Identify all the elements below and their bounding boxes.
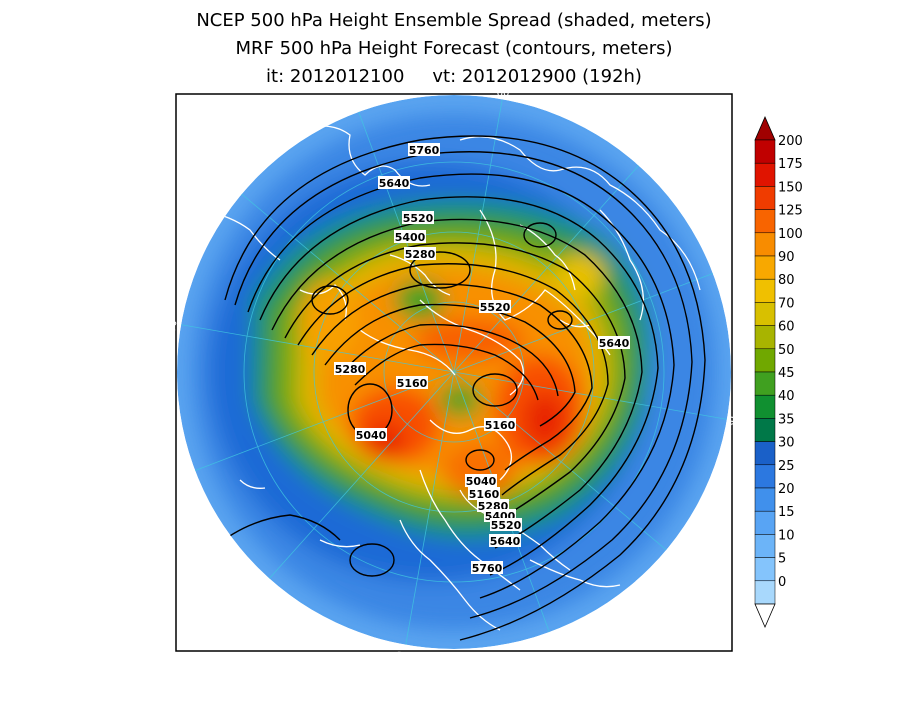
contour-label: 5520 xyxy=(490,518,522,532)
colorbar-tick-label: 200 xyxy=(778,134,803,149)
lon-label: 60 xyxy=(497,88,510,99)
init-time: it: 2012012100 xyxy=(266,66,405,87)
colorbar-tick-label: 60 xyxy=(778,320,795,335)
colorbar-swatch xyxy=(754,302,776,326)
svg-text:5040: 5040 xyxy=(466,475,497,488)
colorbar-tick-label: 45 xyxy=(778,366,795,381)
lon-label: 90 xyxy=(348,100,364,115)
colorbar-swatch xyxy=(754,371,776,396)
colorbar-swatch xyxy=(754,418,776,442)
contour-label: 5160 xyxy=(468,487,500,501)
colorbar-tick-label: 15 xyxy=(778,505,795,520)
svg-text:5640: 5640 xyxy=(379,177,410,190)
colorbar-top-triangle xyxy=(754,115,776,141)
colorbar-tick-label: 25 xyxy=(778,459,795,474)
contour-label: 5760 xyxy=(471,561,503,575)
title-line-2: MRF 500 hPa Height Forecast (contours, m… xyxy=(235,38,673,59)
colorbar-tick-label: 0 xyxy=(778,575,786,590)
colorbar-tick-label: 20 xyxy=(778,482,795,497)
svg-text:5160: 5160 xyxy=(397,377,428,390)
contour-label: 5040 xyxy=(355,428,387,442)
svg-text:5040: 5040 xyxy=(356,429,387,442)
colorbar-bottom-triangle xyxy=(754,603,776,629)
colorbar-tick-label: 5 xyxy=(778,552,786,567)
lon-label: 30 xyxy=(726,415,739,429)
colorbar-swatch xyxy=(754,255,776,280)
svg-text:5520: 5520 xyxy=(491,519,522,532)
contour-label: 5640 xyxy=(598,336,630,350)
colorbar-swatch xyxy=(754,557,776,582)
lon-label: 120 xyxy=(395,650,416,664)
contour-label: 5760 xyxy=(408,143,440,157)
svg-text:5760: 5760 xyxy=(409,144,440,157)
contour-label: 5160 xyxy=(484,418,516,432)
colorbar-tick-label: 150 xyxy=(778,180,803,195)
valid-time: vt: 2012012900 (192h) xyxy=(432,66,642,87)
colorbar-tick-label: 40 xyxy=(778,389,795,404)
title-line-1: NCEP 500 hPa Height Ensemble Spread (sha… xyxy=(196,10,712,31)
colorbar-tick-label: 90 xyxy=(778,250,795,265)
colorbar-swatch xyxy=(754,348,776,373)
lon-label: 90 xyxy=(546,635,562,650)
colorbar-swatch xyxy=(754,139,776,164)
svg-text:5160: 5160 xyxy=(469,488,500,501)
colorbar-swatch xyxy=(754,209,776,234)
colorbar-tick-label: 50 xyxy=(778,343,795,358)
contour-label: 5640 xyxy=(378,176,410,190)
colorbar-swatch xyxy=(754,278,776,303)
colorbar-swatch xyxy=(754,441,776,466)
lon-label: 150 xyxy=(165,319,179,340)
colorbar-swatch xyxy=(754,534,776,558)
colorbar-tick-label: 80 xyxy=(778,273,795,288)
colorbar-tick-label: 10 xyxy=(778,528,795,543)
svg-text:5160: 5160 xyxy=(485,419,516,432)
title-line-3: it: 2012012100 vt: 2012012900 (192h) xyxy=(0,66,908,87)
contour-label: 5520 xyxy=(402,211,434,225)
colorbar: 2001751501251009080706050454035302520151… xyxy=(754,115,803,629)
colorbar-swatch xyxy=(754,580,776,605)
svg-text:5760: 5760 xyxy=(472,562,503,575)
height-contours xyxy=(199,135,706,641)
contour-label: 5040 xyxy=(465,474,497,488)
contour-label: 5400 xyxy=(394,230,426,244)
contour-label: 5280 xyxy=(404,247,436,261)
colorbar-swatch xyxy=(754,510,776,535)
colorbar-tick-label: 125 xyxy=(778,204,803,219)
colorbar-swatch xyxy=(754,394,776,419)
svg-text:5640: 5640 xyxy=(490,535,521,548)
colorbar-swatch xyxy=(754,487,776,512)
contour-label: 5640 xyxy=(489,534,521,548)
svg-text:5640: 5640 xyxy=(599,337,630,350)
svg-text:5520: 5520 xyxy=(480,301,511,314)
colorbar-tick-label: 70 xyxy=(778,296,795,311)
colorbar-swatch xyxy=(754,186,776,210)
svg-text:5280: 5280 xyxy=(335,363,366,376)
contour-label: 5520 xyxy=(479,300,511,314)
svg-text:5280: 5280 xyxy=(405,248,436,261)
lon-label: 0 xyxy=(717,270,730,280)
colorbar-tick-label: 30 xyxy=(778,436,795,451)
coastlines xyxy=(199,125,701,631)
svg-text:5400: 5400 xyxy=(395,231,426,244)
contour-label: 5160 xyxy=(396,376,428,390)
colorbar-swatch xyxy=(754,325,776,350)
colorbar-swatch xyxy=(754,464,776,489)
colorbar-tick-label: 35 xyxy=(778,412,795,427)
colorbar-swatch xyxy=(754,162,776,187)
svg-text:5520: 5520 xyxy=(403,212,434,225)
contour-label: 5280 xyxy=(334,362,366,376)
colorbar-tick-label: 175 xyxy=(778,157,803,172)
colorbar-swatch xyxy=(754,232,776,257)
colorbar-tick-label: 100 xyxy=(778,227,803,242)
contour-label-group: 5760 5640 5520 5400 5280 5520 5640 5280 … xyxy=(334,143,630,575)
